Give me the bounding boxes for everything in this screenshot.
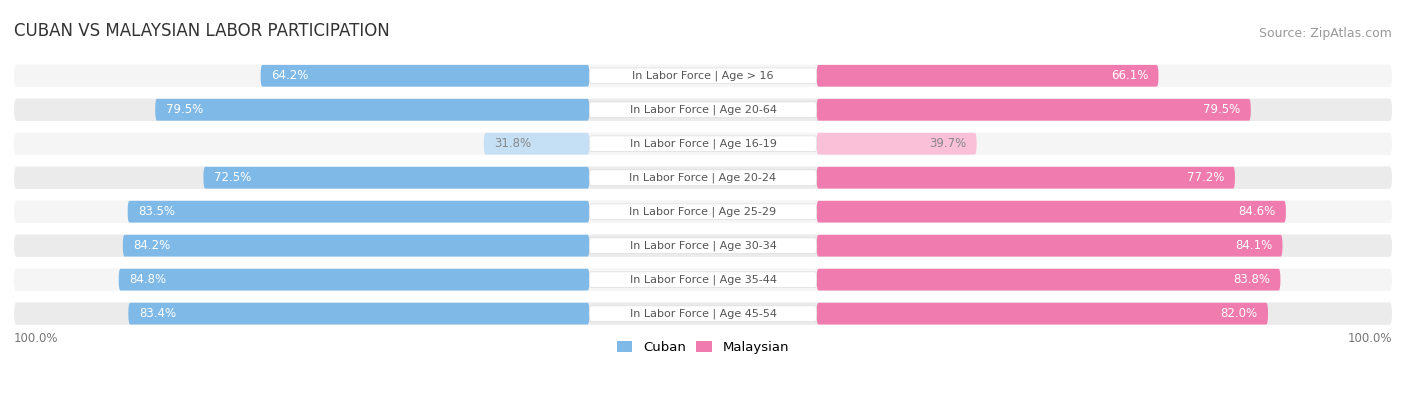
FancyBboxPatch shape [260, 65, 589, 87]
FancyBboxPatch shape [155, 99, 589, 120]
Text: 77.2%: 77.2% [1187, 171, 1225, 184]
FancyBboxPatch shape [817, 235, 1282, 256]
FancyBboxPatch shape [589, 102, 817, 118]
FancyBboxPatch shape [128, 303, 589, 325]
FancyBboxPatch shape [14, 98, 1392, 121]
FancyBboxPatch shape [122, 235, 589, 256]
Text: In Labor Force | Age 30-34: In Labor Force | Age 30-34 [630, 241, 776, 251]
FancyBboxPatch shape [14, 303, 1392, 325]
FancyBboxPatch shape [817, 201, 1286, 222]
FancyBboxPatch shape [14, 167, 1392, 189]
Text: In Labor Force | Age 16-19: In Labor Force | Age 16-19 [630, 139, 776, 149]
FancyBboxPatch shape [14, 269, 1392, 291]
FancyBboxPatch shape [589, 204, 817, 220]
FancyBboxPatch shape [204, 167, 589, 188]
Text: Source: ZipAtlas.com: Source: ZipAtlas.com [1258, 27, 1392, 40]
Text: 64.2%: 64.2% [271, 69, 308, 82]
Text: 79.5%: 79.5% [166, 103, 202, 116]
FancyBboxPatch shape [14, 201, 1392, 223]
FancyBboxPatch shape [817, 167, 1234, 188]
FancyBboxPatch shape [484, 133, 589, 154]
FancyBboxPatch shape [817, 65, 1159, 87]
Text: 83.5%: 83.5% [138, 205, 176, 218]
Text: 79.5%: 79.5% [1204, 103, 1240, 116]
Text: 100.0%: 100.0% [1347, 331, 1392, 344]
Text: 31.8%: 31.8% [495, 137, 531, 150]
FancyBboxPatch shape [817, 99, 1251, 120]
Text: 84.1%: 84.1% [1234, 239, 1272, 252]
Legend: Cuban, Malaysian: Cuban, Malaysian [617, 340, 789, 354]
FancyBboxPatch shape [589, 170, 817, 186]
Text: In Labor Force | Age > 16: In Labor Force | Age > 16 [633, 71, 773, 81]
FancyBboxPatch shape [589, 272, 817, 288]
FancyBboxPatch shape [589, 238, 817, 254]
Text: In Labor Force | Age 25-29: In Labor Force | Age 25-29 [630, 207, 776, 217]
Text: 72.5%: 72.5% [214, 171, 252, 184]
FancyBboxPatch shape [817, 303, 1268, 325]
Text: 84.2%: 84.2% [134, 239, 170, 252]
Text: In Labor Force | Age 20-24: In Labor Force | Age 20-24 [630, 173, 776, 183]
Text: In Labor Force | Age 45-54: In Labor Force | Age 45-54 [630, 308, 776, 319]
Text: In Labor Force | Age 35-44: In Labor Force | Age 35-44 [630, 275, 776, 285]
Text: 39.7%: 39.7% [929, 137, 966, 150]
Text: 84.8%: 84.8% [129, 273, 166, 286]
FancyBboxPatch shape [589, 136, 817, 152]
Text: 84.6%: 84.6% [1239, 205, 1275, 218]
Text: In Labor Force | Age 20-64: In Labor Force | Age 20-64 [630, 105, 776, 115]
Text: 82.0%: 82.0% [1220, 307, 1257, 320]
FancyBboxPatch shape [128, 201, 589, 222]
Text: CUBAN VS MALAYSIAN LABOR PARTICIPATION: CUBAN VS MALAYSIAN LABOR PARTICIPATION [14, 22, 389, 40]
FancyBboxPatch shape [589, 68, 817, 84]
FancyBboxPatch shape [118, 269, 589, 290]
FancyBboxPatch shape [817, 269, 1281, 290]
FancyBboxPatch shape [817, 133, 977, 154]
Text: 100.0%: 100.0% [14, 331, 59, 344]
Text: 83.8%: 83.8% [1233, 273, 1270, 286]
FancyBboxPatch shape [14, 64, 1392, 87]
FancyBboxPatch shape [14, 235, 1392, 257]
Text: 83.4%: 83.4% [139, 307, 176, 320]
Text: 66.1%: 66.1% [1111, 69, 1149, 82]
FancyBboxPatch shape [14, 132, 1392, 155]
FancyBboxPatch shape [589, 306, 817, 322]
